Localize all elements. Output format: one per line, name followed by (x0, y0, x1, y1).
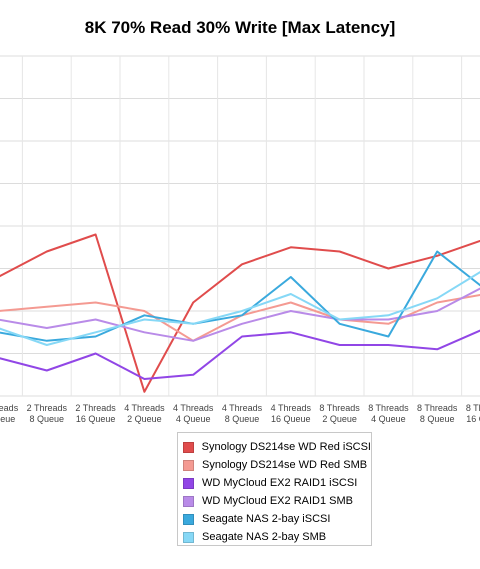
legend-item: Seagate NAS 2-bay iSCSI (183, 510, 371, 528)
x-tick-label: 4 Threads 8 Queue (222, 403, 263, 424)
legend-swatch (183, 531, 194, 543)
x-tick-label: 4 Threads 2 Queue (124, 403, 165, 424)
series-line-5 (0, 250, 480, 342)
x-tick-label: 4 Threads 4 Queue (173, 403, 214, 424)
series-line-1 (0, 233, 480, 393)
legend-label: Synology DS214se WD Red SMB (202, 459, 368, 471)
legend-swatch (183, 441, 194, 453)
chart-title: 8K 70% Read 30% Write [Max Latency] (84, 18, 396, 37)
x-tick-label: 2 Threads 8 Queue (27, 403, 68, 424)
chart-legend: Synology DS214se WD Red iSCSI Synology DS… (177, 432, 372, 546)
legend-item: WD MyCloud EX2 RAID1 iSCSI (183, 474, 371, 492)
series-line-4 (0, 287, 480, 342)
legend-label: WD MyCloud EX2 RAID1 iSCSI (202, 477, 358, 489)
legend-label: Synology DS214se WD Red iSCSI (201, 441, 371, 453)
x-tick-label: 8 Threads 4 Queue (368, 403, 409, 424)
legend-label: Seagate NAS 2-bay SMB (202, 531, 327, 543)
x-tick-label: 4 Threads 16 Queue (271, 403, 312, 424)
legend-item: Synology DS214se WD Red iSCSI (183, 438, 371, 456)
legend-swatch (183, 513, 194, 525)
legend-swatch (183, 459, 194, 471)
gridlines (0, 55, 480, 397)
legend-item: Seagate NAS 2-bay SMB (183, 528, 371, 546)
series-line-6 (0, 270, 480, 346)
series-line-2 (0, 294, 480, 342)
legend-swatch (183, 477, 194, 489)
legend-swatch (183, 495, 194, 507)
x-tick-label: 8 Threads 2 Queue (319, 403, 360, 424)
x-tick-label: 2 Threads 16 Queue (75, 403, 116, 424)
x-tick-label: 8 Threads 8 Queue (417, 403, 458, 424)
legend-label: WD MyCloud EX2 RAID1 SMB (202, 495, 353, 507)
legend-item: WD MyCloud EX2 RAID1 SMB (183, 492, 371, 510)
legend-label: Seagate NAS 2-bay iSCSI (202, 513, 331, 525)
legend-item: Synology DS214se WD Red SMB (183, 456, 371, 474)
series-group (0, 233, 480, 393)
series-line-3 (0, 329, 480, 380)
